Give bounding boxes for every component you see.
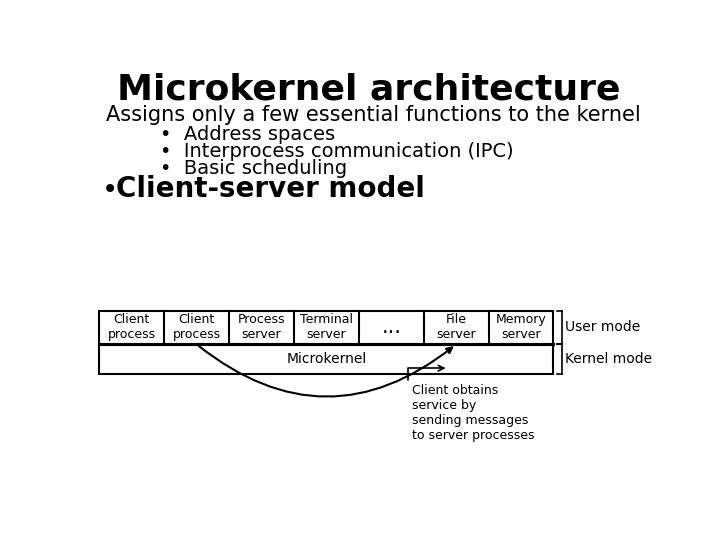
Text: Client
process: Client process [108, 313, 156, 341]
Text: Memory
server: Memory server [495, 313, 546, 341]
Text: •  Address spaces: • Address spaces [160, 125, 335, 144]
Text: •: • [102, 176, 118, 204]
Text: Terminal
server: Terminal server [300, 313, 353, 341]
Text: Kernel mode: Kernel mode [565, 352, 652, 366]
Text: Process
server: Process server [238, 313, 285, 341]
Text: File
server: File server [436, 313, 476, 341]
Text: Client
process: Client process [173, 313, 221, 341]
Text: Client obtains
service by
sending messages
to server processes: Client obtains service by sending messag… [412, 384, 534, 442]
Text: ...: ... [382, 318, 401, 338]
Text: Microkernel: Microkernel [287, 352, 366, 366]
FancyArrowPatch shape [199, 346, 452, 396]
Text: Client-server model: Client-server model [117, 175, 426, 203]
Text: •  Interprocess communication (IPC): • Interprocess communication (IPC) [160, 142, 513, 161]
Text: Assigns only a few essential functions to the kernel: Assigns only a few essential functions t… [106, 105, 640, 125]
Text: User mode: User mode [565, 320, 640, 334]
Bar [99, 311, 554, 374]
Text: Microkernel architecture: Microkernel architecture [117, 72, 621, 106]
Text: •  Basic scheduling: • Basic scheduling [160, 159, 347, 178]
